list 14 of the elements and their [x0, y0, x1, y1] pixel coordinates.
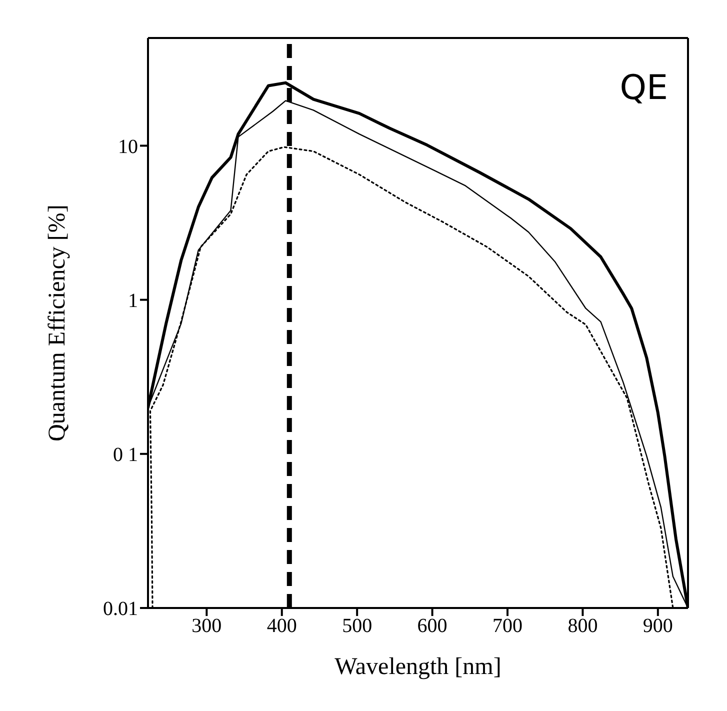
x-tick-label: 400 [266, 615, 297, 638]
y-axis-title: Quantum Efficiency [%] [44, 204, 71, 442]
y-tick-label: 1 [128, 290, 138, 312]
x-tick-label: 500 [342, 615, 372, 638]
x-tick-label: 900 [642, 615, 673, 638]
y-tick-label: 0.01 [103, 598, 138, 620]
x-tick-label: 800 [568, 615, 598, 638]
annotation: QE [620, 68, 668, 108]
x-tick-label: 600 [417, 615, 448, 638]
x-axis-title: Wavelength [nm] [334, 654, 502, 680]
y-tick-label: 0 1 [113, 444, 138, 466]
x-tick-label: 300 [192, 615, 222, 638]
x-tick-label: 700 [492, 615, 522, 638]
y-tick-label: 10 [118, 136, 138, 158]
